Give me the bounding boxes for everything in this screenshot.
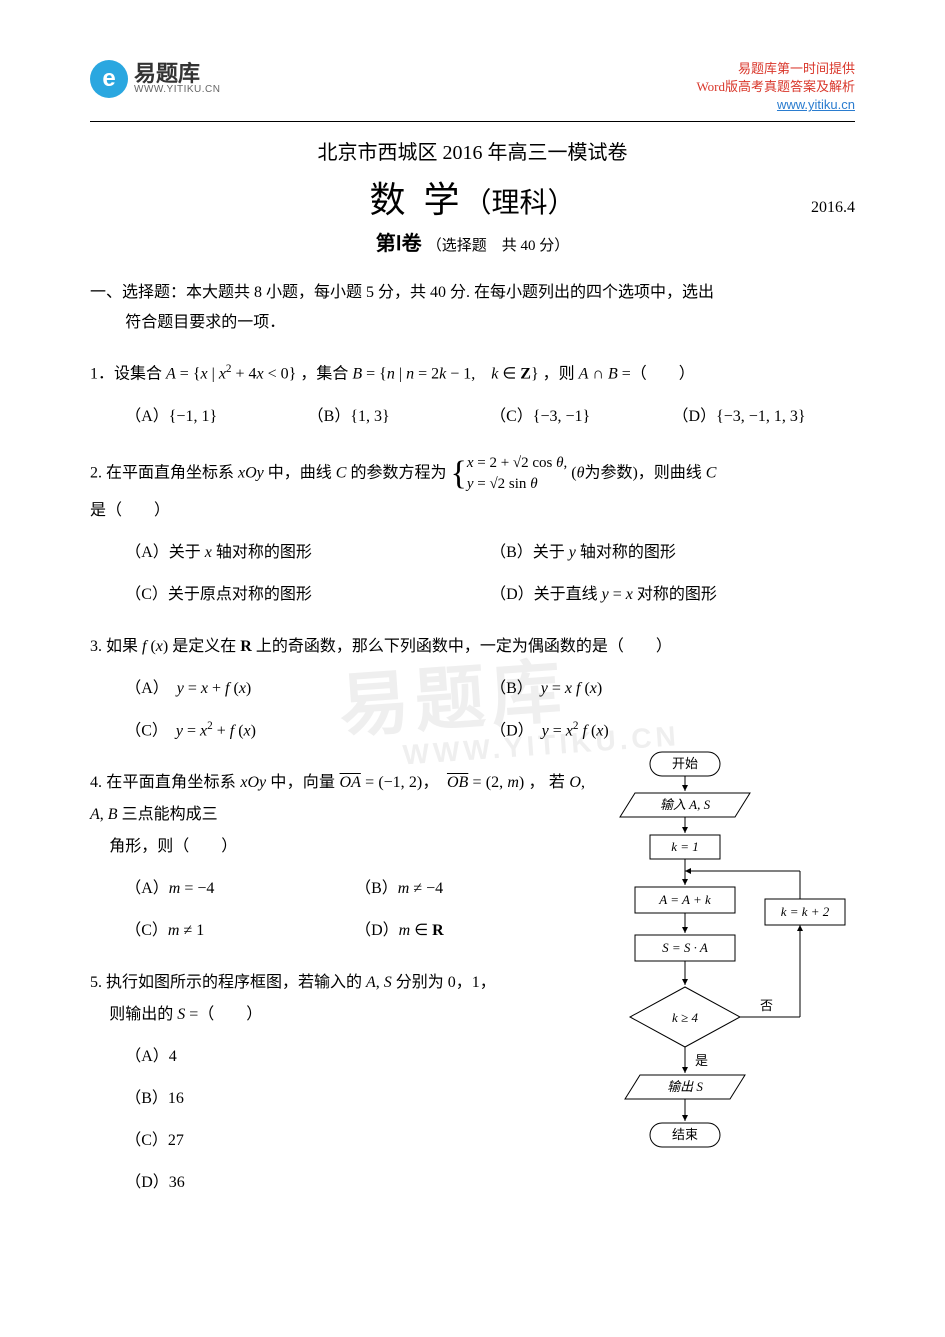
part-label: 第Ⅰ卷 (376, 233, 422, 255)
q1-stem: 1．设集合 A = {x | x2 + 4x < 0} ，集合 B = {n |… (90, 358, 855, 390)
flowchart: 开始 输入 A, S k = 1 A = A + k S (595, 747, 855, 1187)
q4-opt-c[interactable]: （C）m ≠ 1 (125, 915, 355, 947)
title-date: 2016.4 (811, 199, 855, 217)
q1-opt-a[interactable]: （A）{−1, 1} (125, 401, 307, 433)
svg-text:k = k + 2: k = k + 2 (781, 904, 830, 919)
q1-opt-d[interactable]: （D）{−3, −1, 1, 3} (673, 401, 855, 433)
q2-opt-c[interactable]: （C）关于原点对称的图形 (125, 579, 490, 611)
svg-text:k ≥ 4: k ≥ 4 (672, 1010, 698, 1025)
q2-opt-a[interactable]: （A）关于 x 轴对称的图形 (125, 537, 490, 569)
svg-text:开始: 开始 (672, 756, 698, 771)
q3-opt-a[interactable]: （A） y = x + f (x) (125, 673, 490, 705)
svg-text:A = A + k: A = A + k (658, 892, 711, 907)
q3-opt-b[interactable]: （B） y = x f (x) (490, 673, 855, 705)
q3-stem: 3. 如果 f (x) 是定义在 R 上的奇函数，那么下列函数中，一定为偶函数的… (90, 631, 855, 663)
q3-options-row1: （A） y = x + f (x) （B） y = x f (x) (90, 673, 855, 705)
instr-line-2: 符合题目要求的一项． (90, 308, 855, 338)
q2-stem: 2. 在平面直角坐标系 xOy 中，曲线 C 的参数方程为 { x = 2 + … (90, 453, 855, 495)
q2-cases: { x = 2 + √2 cos θ, y = √2 sin θ (450, 453, 567, 495)
q2-stem-pre: 2. 在平面直角坐标系 xOy 中，曲线 C 的参数方程为 (90, 464, 450, 481)
q2-options-row1: （A）关于 x 轴对称的图形 （B）关于 y 轴对称的图形 (90, 537, 855, 569)
q4-options-row1: （A）m = −4 （B）m ≠ −4 (90, 873, 585, 905)
part-note: （选择题 共 40 分） (427, 238, 570, 254)
q3-options-row2: （C） y = x2 + f (x) （D） y = x2 f (x) (90, 715, 855, 747)
title-sub: （理科） (464, 181, 576, 221)
question-2: 2. 在平面直角坐标系 xOy 中，曲线 C 的参数方程为 { x = 2 + … (90, 453, 855, 611)
q3-opt-c[interactable]: （C） y = x2 + f (x) (125, 715, 490, 747)
q5-options: （A）4 （B）16 （C）27 （D）36 (90, 1041, 585, 1209)
q4-stem-l1: 4. 在平面直角坐标系 xOy 中，向量 OA = (−1, 2)， OB = … (90, 767, 585, 831)
svg-text:结束: 结束 (672, 1127, 698, 1142)
q2-options-row2: （C）关于原点对称的图形 （D）关于直线 y = x 对称的图形 (90, 579, 855, 611)
q1-options: （A）{−1, 1} （B）{1, 3} （C）{−3, −1} （D）{−3,… (90, 401, 855, 433)
question-5: 5. 执行如图所示的程序框图，若输入的 A, S 分别为 0，1， 则输出的 S… (90, 967, 585, 1209)
q2-opt-b[interactable]: （B）关于 y 轴对称的图形 (490, 537, 855, 569)
q1-opt-b[interactable]: （B）{1, 3} (308, 401, 490, 433)
instr-line-1: 一、选择题：本大题共 8 小题，每小题 5 分，共 40 分. 在每小题列出的四… (90, 278, 855, 308)
question-1: 1．设集合 A = {x | x2 + 4x < 0} ，集合 B = {n |… (90, 358, 855, 432)
pretitle: 北京市西城区 2016 年高三一模试卷 (90, 136, 855, 165)
header-tagline-1: 易题库第一时间提供 (696, 60, 855, 78)
header-link[interactable]: www.yitiku.cn (696, 96, 855, 114)
q4-opt-a[interactable]: （A）m = −4 (125, 873, 355, 905)
q4-options-row2: （C）m ≠ 1 （D）m ∈ R (90, 915, 585, 947)
question-3: 3. 如果 f (x) 是定义在 R 上的奇函数，那么下列函数中，一定为偶函数的… (90, 631, 855, 747)
q5-opt-d[interactable]: （D）36 (125, 1167, 585, 1199)
q1-opt-c[interactable]: （C）{−3, −1} (490, 401, 672, 433)
svg-text:S = S · A: S = S · A (662, 940, 708, 955)
q4-stem-l2: 角形，则（ ） (90, 831, 585, 863)
svg-text:否: 否 (760, 998, 773, 1013)
svg-text:是: 是 (695, 1053, 708, 1068)
q5-opt-b[interactable]: （B）16 (125, 1083, 585, 1115)
header-tagline-2: Word版高考真题答案及解析 (696, 78, 855, 96)
logo: e 易题库 WWW.YITIKU.CN (90, 60, 221, 98)
svg-text:输入 A, S: 输入 A, S (660, 797, 711, 812)
q4-opt-d[interactable]: （D）m ∈ R (355, 915, 585, 947)
logo-badge-icon: e (90, 60, 128, 98)
q5-opt-c[interactable]: （C）27 (125, 1125, 585, 1157)
q2-case-1: x = 2 + √2 cos θ, (467, 453, 567, 474)
q5-stem-l2: 则输出的 S =（ ） (90, 999, 585, 1031)
q4-opt-b[interactable]: （B）m ≠ −4 (355, 873, 585, 905)
section-instruction: 一、选择题：本大题共 8 小题，每小题 5 分，共 40 分. 在每小题列出的四… (90, 278, 855, 339)
svg-text:输出 S: 输出 S (667, 1079, 703, 1094)
question-4: 4. 在平面直角坐标系 xOy 中，向量 OA = (−1, 2)， OB = … (90, 767, 585, 947)
q2-stem-post: (θ为参数)，则曲线 C (571, 464, 716, 481)
flowchart-svg: 开始 输入 A, S k = 1 A = A + k S (595, 747, 855, 1187)
title-main-2: 学 (423, 171, 459, 223)
page-header: e 易题库 WWW.YITIKU.CN 易题库第一时间提供 Word版高考真题答… (90, 60, 855, 115)
q5-opt-a[interactable]: （A）4 (125, 1041, 585, 1073)
q2-stem-line2: 是（ ） (90, 495, 855, 527)
header-right: 易题库第一时间提供 Word版高考真题答案及解析 www.yitiku.cn (696, 60, 855, 115)
logo-cn-text: 易题库 (134, 63, 221, 85)
q2-opt-d[interactable]: （D）关于直线 y = x 对称的图形 (490, 579, 855, 611)
logo-url-text: WWW.YITIKU.CN (134, 85, 221, 95)
header-divider (90, 121, 855, 122)
q5-stem-l1: 5. 执行如图所示的程序框图，若输入的 A, S 分别为 0，1， (90, 967, 585, 999)
title-main-1: 数 (369, 171, 423, 223)
q3-opt-d[interactable]: （D） y = x2 f (x) (490, 715, 855, 747)
title-block: 北京市西城区 2016 年高三一模试卷 数 学 （理科） 2016.4 第Ⅰ卷 … (90, 136, 855, 256)
logo-text: 易题库 WWW.YITIKU.CN (134, 63, 221, 95)
part-row: 第Ⅰ卷 （选择题 共 40 分） (90, 227, 855, 256)
brace-icon: { (450, 457, 466, 491)
svg-text:k = 1: k = 1 (671, 839, 699, 854)
q2-case-2: y = √2 sin θ (467, 474, 567, 495)
